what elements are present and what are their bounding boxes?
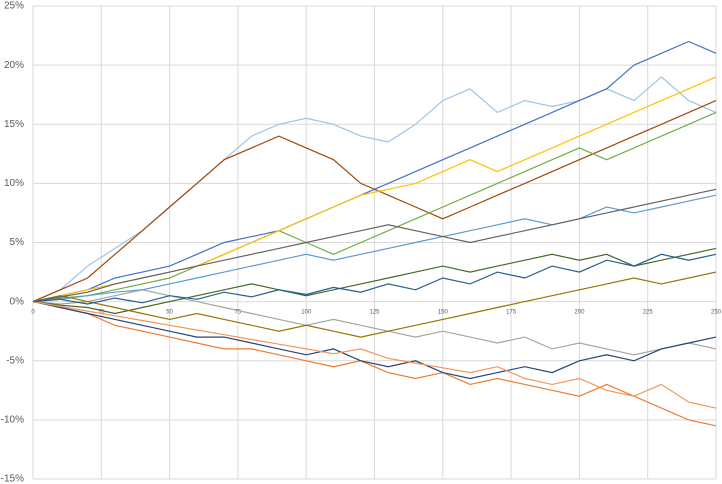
x-tick-label: 250 xyxy=(711,310,722,316)
y-tick-label: 25% xyxy=(4,1,24,12)
x-tick-label: 175 xyxy=(506,310,517,316)
y-tick-label: 0% xyxy=(10,296,25,307)
y-tick-label: 5% xyxy=(10,237,25,248)
x-tick-label: 200 xyxy=(574,310,585,316)
series-line xyxy=(32,271,717,338)
x-tick-label: 150 xyxy=(438,310,449,316)
series-line xyxy=(32,100,717,303)
series-line xyxy=(32,289,717,356)
x-tick-label: 25 xyxy=(98,310,105,316)
x-tick-label: 100 xyxy=(301,310,312,316)
x-tick-label: 125 xyxy=(369,310,380,316)
series-line xyxy=(32,111,717,303)
x-tick-label: 75 xyxy=(235,310,242,316)
y-tick-label: -5% xyxy=(6,355,24,366)
series-line xyxy=(32,253,717,305)
series-line xyxy=(32,194,717,303)
series-line xyxy=(32,301,717,380)
x-tick-label: 0 xyxy=(31,310,35,316)
y-tick-label: 10% xyxy=(4,178,24,189)
y-tick-label: -15% xyxy=(1,474,24,484)
y-tick-label: -10% xyxy=(1,415,24,426)
series-line xyxy=(32,301,717,427)
y-tick-label: 15% xyxy=(4,119,24,130)
series-line xyxy=(32,188,717,303)
x-tick-label: 225 xyxy=(643,310,654,316)
y-tick-label: 20% xyxy=(4,60,24,71)
x-tick-label: 50 xyxy=(166,310,173,316)
series-line xyxy=(32,301,717,409)
series-line xyxy=(32,247,717,315)
